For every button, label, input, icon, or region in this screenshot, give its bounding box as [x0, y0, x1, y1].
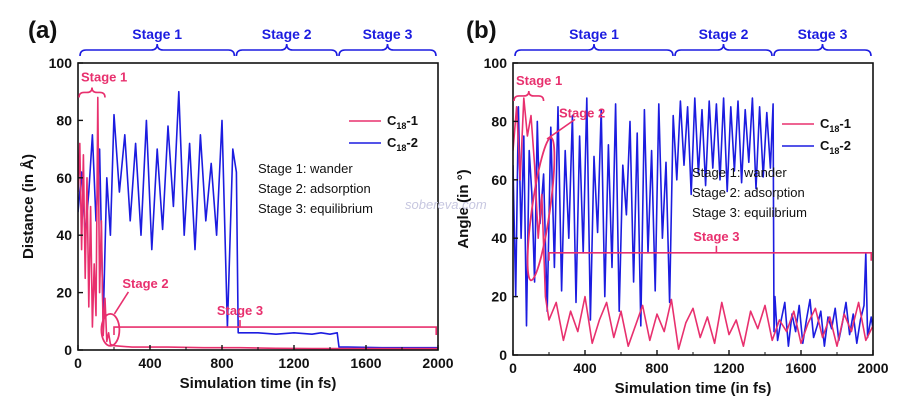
stage2-label-inner: Stage 2 [122, 276, 168, 291]
x-tick-label: 0 [74, 355, 82, 371]
stage-label-top: Stage 1 [132, 26, 182, 42]
x-tick-label: 2000 [857, 360, 888, 376]
stage1-brace-inner [78, 87, 106, 98]
x-tick-label: 800 [645, 360, 669, 376]
panel-label: (a) [28, 17, 57, 44]
y-tick-label: 40 [56, 227, 72, 243]
legend-label: C18-1 [387, 113, 418, 131]
stage1-label-inner: Stage 1 [81, 69, 127, 84]
stage3-bracket [548, 252, 872, 261]
x-tick-label: 1600 [785, 360, 816, 376]
stage-brace-top [79, 43, 236, 57]
panel-b: (b) Stage 1 Stage 2 Stage 30 400 800 1200 1600 2… [455, 17, 889, 397]
y-axis-title: Distance (in Å) [20, 154, 37, 259]
x-tick-label: 1200 [278, 355, 309, 371]
stage-note: Stage 2: adsorption [258, 181, 371, 196]
x-tick-label: 1600 [350, 355, 381, 371]
stage-brace-top [338, 43, 437, 57]
x-tick-label: 1200 [713, 360, 744, 376]
y-tick-label: 40 [491, 230, 507, 246]
stage2-ellipse [100, 313, 121, 347]
watermark: sobereva.com [405, 197, 487, 212]
y-tick-label: 0 [64, 342, 72, 358]
legend-label: C18-1 [820, 116, 851, 134]
x-tick-label: 400 [573, 360, 597, 376]
y-tick-label: 100 [49, 55, 73, 71]
x-axis-title: Simulation time (in fs) [180, 375, 337, 392]
stage1-label-inner: Stage 1 [516, 73, 562, 88]
y-tick-label: 80 [491, 113, 507, 129]
series-line [513, 97, 873, 351]
x-axis-title: Simulation time (in fs) [615, 380, 772, 397]
panel-a: (a) Stage 1 Stage 2 Stage 30 400 800 1200 1600 2… [20, 17, 454, 392]
stage-note: Stage 3: equilibrium [258, 201, 373, 216]
y-tick-label: 100 [484, 55, 508, 71]
y-axis-title: Angle (in °) [455, 169, 472, 248]
stage-brace-top [235, 43, 338, 57]
stage-note: Stage 3: equilibrium [692, 205, 807, 220]
stage-brace-top [514, 43, 674, 57]
stage3-label-inner: Stage 3 [217, 303, 263, 318]
y-tick-label: 20 [491, 289, 507, 305]
stage-note: Stage 1: wander [258, 161, 353, 176]
y-tick-label: 20 [56, 285, 72, 301]
series-line [78, 90, 438, 349]
stage-brace-top [773, 43, 872, 57]
stage-label-top: Stage 2 [699, 26, 749, 42]
stage3-label-inner: Stage 3 [693, 229, 739, 244]
y-tick-label: 80 [56, 112, 72, 128]
y-tick-label: 60 [491, 172, 507, 188]
panel-label: (b) [466, 17, 497, 44]
stage-label-top: Stage 3 [798, 26, 848, 42]
x-tick-label: 0 [509, 360, 517, 376]
legend-label: C18-2 [387, 135, 418, 153]
stage1-brace-inner [513, 90, 545, 102]
stage-note: Stage 2: adsorption [692, 185, 805, 200]
stage2-ellipse [526, 136, 556, 282]
series-line [513, 97, 873, 348]
stage-label-top: Stage 1 [569, 26, 619, 42]
stage2-label-inner: Stage 2 [559, 105, 605, 120]
y-tick-label: 0 [499, 347, 507, 363]
y-tick-label: 60 [56, 170, 72, 186]
x-tick-label: 400 [138, 355, 162, 371]
stage2-pointer [113, 291, 130, 315]
x-tick-label: 800 [210, 355, 234, 371]
stage3-bracket [113, 326, 437, 336]
stage-label-top: Stage 2 [262, 26, 312, 42]
x-tick-label: 2000 [422, 355, 453, 371]
stage-label-top: Stage 3 [363, 26, 413, 42]
stage2-pointer [546, 118, 576, 140]
legend-label: C18-2 [820, 138, 851, 156]
stage-brace-top [674, 43, 773, 57]
stage-note: Stage 1: wander [692, 165, 787, 180]
